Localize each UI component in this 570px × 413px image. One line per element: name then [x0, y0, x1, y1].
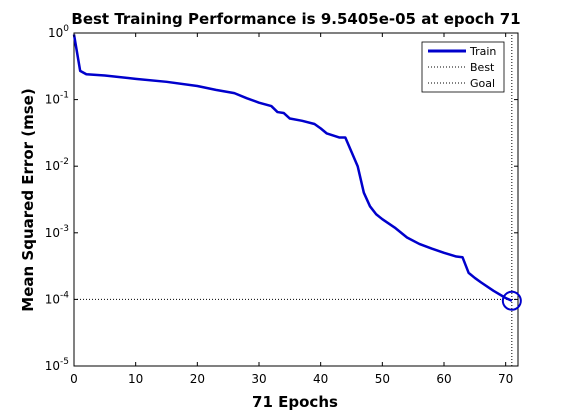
- legend-best-label: Best: [470, 61, 495, 74]
- legend: Train Best Goal: [421, 41, 505, 93]
- plot-frame: [73, 32, 519, 367]
- x-tick-label: 30: [251, 372, 266, 386]
- x-tick-label: 70: [498, 372, 513, 386]
- y-tick-label: 10-1: [45, 91, 69, 107]
- x-tick-label: 40: [313, 372, 328, 386]
- y-tick-label: 10-2: [45, 157, 69, 173]
- x-axis-label: 71 Epochs: [252, 393, 338, 411]
- legend-goal-label: Goal: [470, 77, 495, 90]
- y-tick-label: 10-3: [45, 224, 69, 240]
- y-tick-label: 10-4: [45, 290, 70, 306]
- train-layer: [72, 34, 513, 302]
- y-tick-label: 100: [48, 24, 69, 40]
- x-tick-label: 0: [70, 372, 78, 386]
- chart-title: Best Training Performance is 9.5405e-05 …: [71, 10, 520, 28]
- x-tick-label: 20: [190, 372, 205, 386]
- best-epoch-marker: [501, 290, 522, 311]
- x-tick-label: 50: [375, 372, 390, 386]
- series-line-train: [72, 34, 513, 302]
- y-axis-label: Mean Squared Error (mse): [19, 88, 37, 311]
- x-tick-label: 60: [436, 372, 451, 386]
- y-tick-label: 10-5: [45, 357, 69, 373]
- x-axis-ticks: 0 10 20 30 40 50 60 70: [70, 33, 513, 386]
- legend-train-label: Train: [469, 45, 496, 58]
- y-axis-ticks: 100 10-1 10-2 10-3 10-4 10-5: [45, 24, 518, 373]
- marker-layer: [501, 290, 522, 311]
- x-tick-label: 10: [128, 372, 143, 386]
